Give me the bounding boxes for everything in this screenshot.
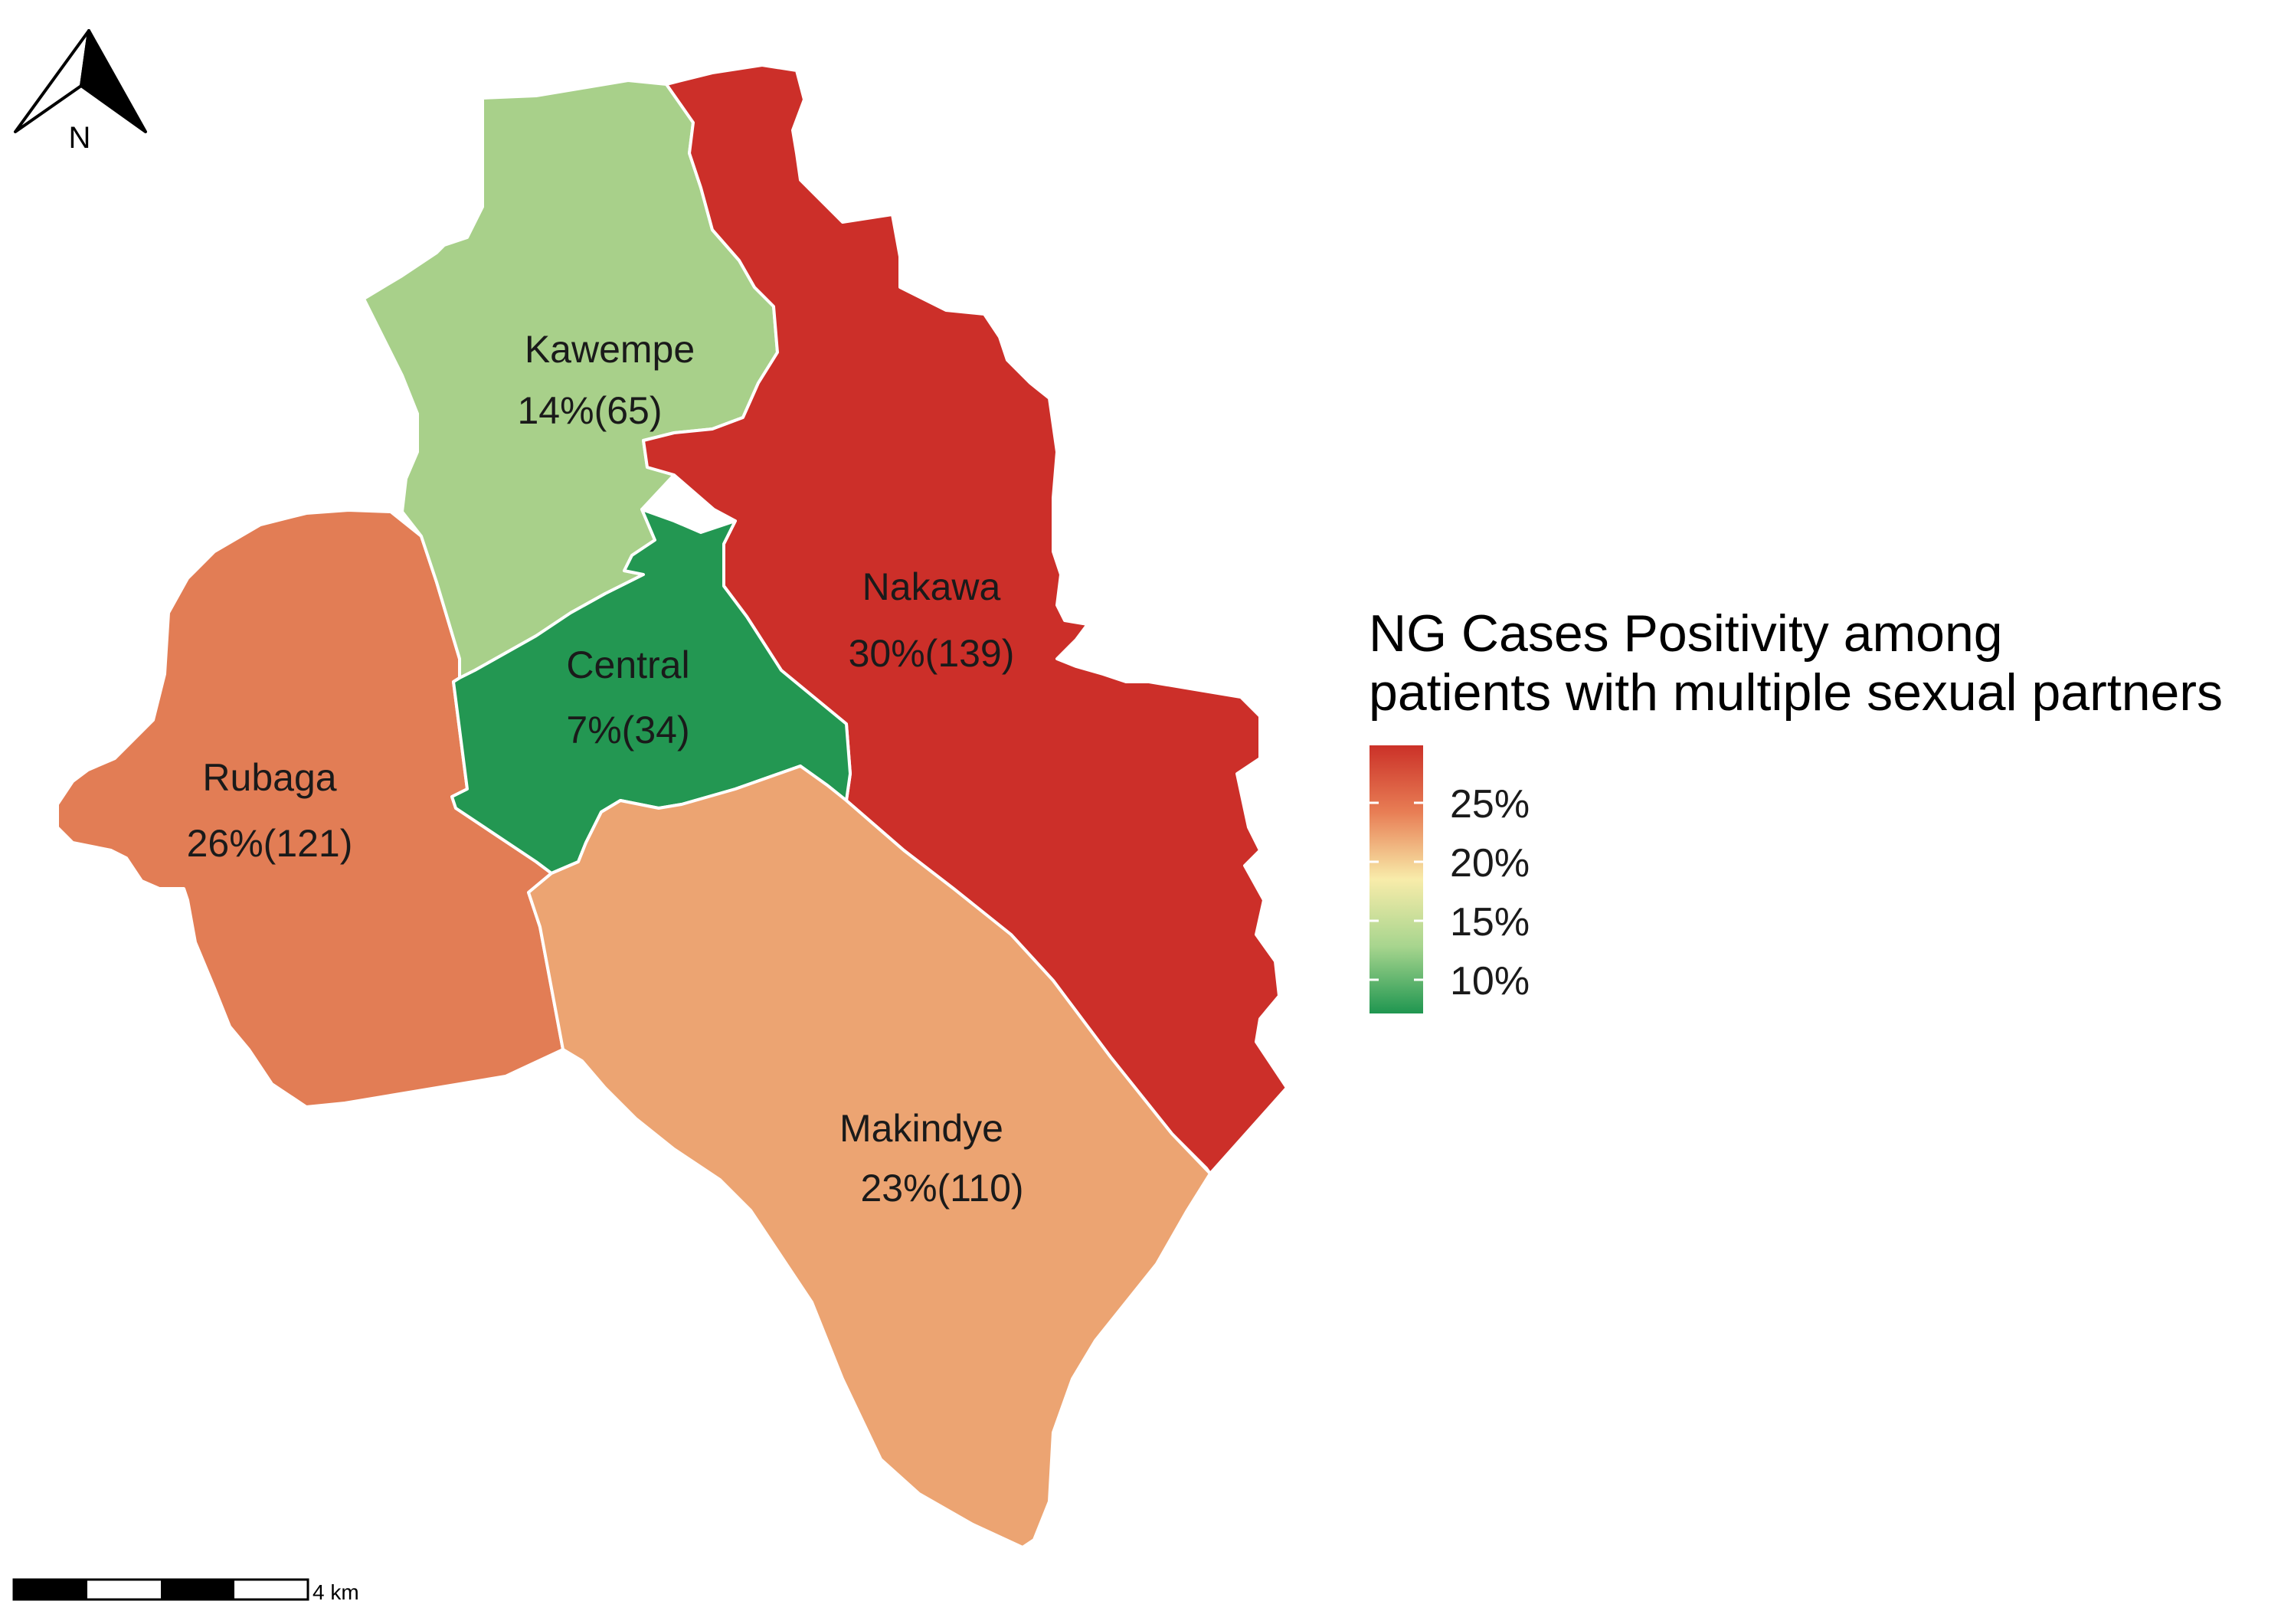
label-central-value: 7%(34) [566, 709, 689, 751]
legend-tick-label: 10% [1450, 959, 1530, 1004]
district-makindye[interactable] [527, 765, 1212, 1549]
north-arrow-icon [14, 29, 147, 133]
legend-tick-label: 20% [1450, 841, 1530, 886]
legend-tick-label: 25% [1450, 782, 1530, 827]
legend-title-line2: patients with multiple sexual partners [1369, 663, 2223, 722]
north-label: N [69, 121, 91, 155]
legend-title-line1: NG Cases Positivity among [1369, 604, 2003, 663]
legend-colorbar [1370, 745, 1423, 1013]
scale-bar-label: 4 km [313, 1580, 359, 1604]
label-nakawa-name: Nakawa [862, 565, 1001, 608]
label-central-name: Central [566, 643, 689, 686]
label-makindye-value: 23%(110) [860, 1167, 1023, 1210]
scale-bar [12, 1578, 309, 1601]
legend-tick-marks [1370, 801, 1423, 981]
label-makindye-name: Makindye [839, 1107, 1003, 1150]
district-nakawa[interactable] [642, 64, 1288, 1175]
label-kawempe-value: 14%(65) [518, 389, 663, 432]
label-rubaga-value: 26%(121) [187, 822, 353, 865]
label-nakawa-value: 30%(139) [849, 632, 1015, 675]
label-kawempe-name: Kawempe [525, 328, 695, 371]
label-rubaga-name: Rubaga [202, 756, 336, 799]
legend-tick-label: 15% [1450, 900, 1530, 945]
